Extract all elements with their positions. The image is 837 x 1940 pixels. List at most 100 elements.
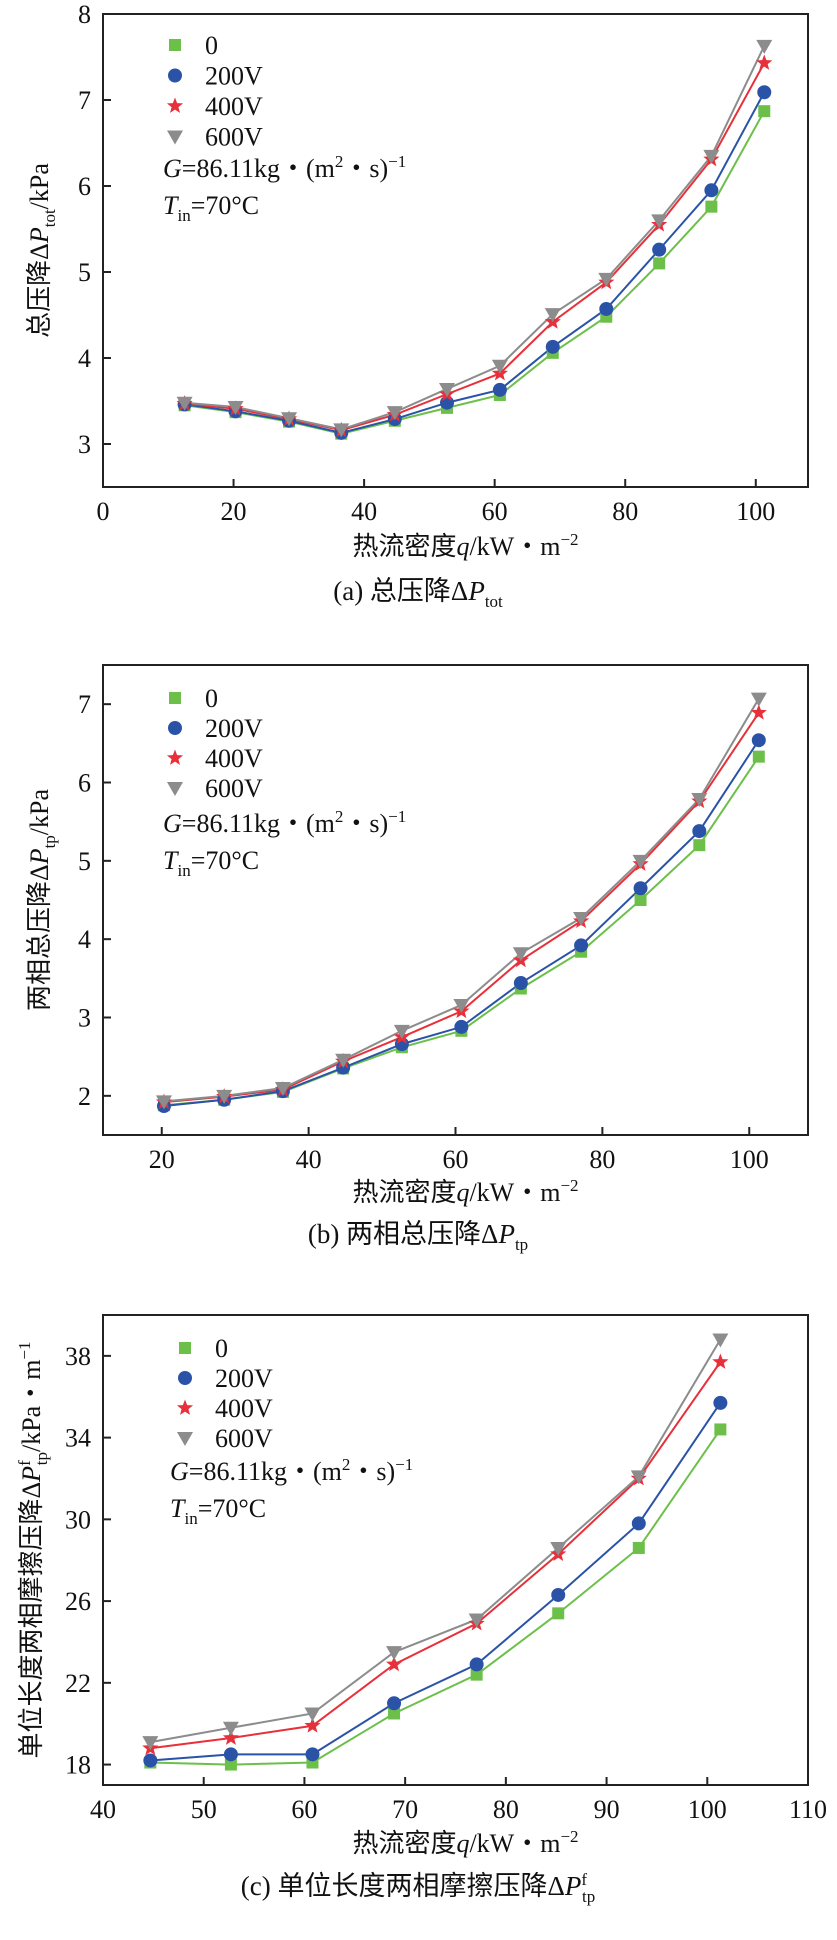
data-point-600V [756, 39, 773, 54]
data-point-600V [632, 854, 649, 869]
data-point-200V [633, 881, 648, 896]
x-tick-label: 80 [612, 497, 638, 526]
chart-panel-a: 0 20 40 60 80 1003456780200V400V600VG=86.11kg… [25, 0, 809, 611]
x-tick-label: 60 [291, 1795, 317, 1824]
data-point-0 [714, 1423, 727, 1436]
data-point-400V [304, 1717, 321, 1733]
x-tick-label: 50 [191, 1795, 217, 1824]
series-line-400V [184, 62, 766, 432]
data-point-200V [545, 339, 560, 354]
x-tick-label: 60 [443, 1145, 469, 1174]
legend-label-400V: 400V [205, 744, 263, 773]
y-tick-label: 34 [65, 1424, 91, 1453]
annotation-mass-flux: G=86.11kg・(m2・s)−1 [163, 152, 406, 183]
data-point-0 [470, 1668, 483, 1681]
data-point-400V [756, 54, 773, 70]
legend-label-200V: 200V [205, 62, 263, 91]
data-point-0 [653, 257, 666, 270]
data-point-0 [705, 200, 718, 213]
y-axis-label: 单位长度两相摩擦压降ΔPftp/kPa・m−1 [15, 1341, 51, 1758]
annotation-mass-flux: G=86.11kg・(m2・s)−1 [163, 807, 406, 838]
x-tick-label: 20 [221, 497, 247, 526]
annotation-inlet-temp: Tin=70°C [163, 846, 259, 880]
y-tick-label: 30 [65, 1505, 91, 1534]
legend-label-400V: 400V [215, 1394, 273, 1423]
data-point-600V [691, 792, 708, 807]
legend-marker-200V [168, 68, 182, 83]
x-tick-label: 100 [688, 1795, 727, 1824]
legend-label-0: 0 [205, 31, 218, 60]
data-point-600V [750, 692, 767, 707]
legend-marker-400V [176, 1399, 194, 1415]
series-line-0 [150, 1428, 722, 1766]
data-point-600V [142, 1736, 159, 1751]
y-tick-label: 26 [65, 1587, 91, 1616]
data-point-600V [491, 359, 508, 374]
y-tick-label: 7 [78, 690, 91, 719]
data-point-400V [222, 1729, 239, 1745]
data-point-600V [712, 1333, 729, 1348]
x-axis-label: 热流密度q/kW・m−2 [352, 1176, 578, 1207]
series-line-600V [184, 45, 766, 431]
legend-label-200V: 200V [215, 1364, 273, 1393]
data-point-200V [757, 85, 772, 100]
data-point-200V [440, 395, 455, 410]
series-line-400V [150, 1361, 722, 1750]
x-tick-label: 60 [482, 497, 508, 526]
legend-label-0: 0 [205, 684, 218, 713]
data-point-200V [652, 242, 667, 257]
y-tick-label: 4 [78, 344, 91, 373]
x-tick-label: 20 [149, 1145, 175, 1174]
data-point-600V [304, 1707, 321, 1722]
x-tick-label: 80 [493, 1795, 519, 1824]
legend-label-200V: 200V [205, 714, 263, 743]
data-point-600V [439, 382, 456, 397]
panel-caption: (b) 两相总压降ΔPtp [308, 1219, 528, 1254]
annotation-inlet-temp: Tin=70°C [163, 191, 259, 225]
legend-marker-400V [166, 749, 184, 765]
data-point-200V [704, 183, 719, 198]
x-tick-label: 40 [90, 1795, 116, 1824]
series-line-200V [184, 91, 766, 434]
data-point-400V [385, 1655, 403, 1672]
y-tick-label: 6 [78, 769, 91, 798]
y-tick-label: 7 [78, 86, 91, 115]
data-point-0 [752, 750, 765, 763]
data-point-600V [176, 396, 193, 411]
data-point-0 [224, 1758, 237, 1771]
x-tick-label: 100 [730, 1145, 769, 1174]
data-point-0 [758, 105, 771, 118]
data-point-0 [634, 894, 647, 906]
data-point-200V [513, 976, 528, 991]
legend-label-600V: 600V [205, 123, 263, 152]
legend-marker-0 [179, 1342, 191, 1354]
x-axis-label: 热流密度q/kW・m−2 [352, 530, 578, 561]
data-point-0 [693, 839, 706, 852]
data-point-600V [703, 149, 720, 164]
legend-marker-0 [169, 692, 181, 704]
series-line-200V [150, 1402, 722, 1762]
data-point-600V [227, 401, 244, 416]
legend-marker-200V [178, 1371, 192, 1385]
x-tick-label: 0 [97, 497, 110, 526]
data-point-0 [632, 1541, 645, 1554]
x-tick-label: 100 [736, 497, 775, 526]
y-tick-label: 3 [78, 1004, 91, 1033]
legend-label-0: 0 [215, 1334, 228, 1363]
data-point-400V [712, 1353, 729, 1369]
legend-marker-600V [167, 782, 183, 796]
legend-marker-200V [168, 721, 182, 735]
x-tick-label: 80 [589, 1145, 615, 1174]
data-point-200V [305, 1747, 320, 1762]
annotation-mass-flux: G=86.11kg・(m2・s)−1 [170, 1455, 413, 1486]
data-point-600V [386, 406, 403, 421]
plot-frame [102, 1314, 809, 1786]
data-point-200V [387, 1696, 402, 1711]
data-point-200V [631, 1516, 646, 1531]
x-axis-label: 热流密度q/kW・m−2 [352, 1827, 578, 1858]
data-point-600V [281, 412, 298, 427]
data-point-200V [692, 824, 707, 839]
data-point-600V [216, 1089, 233, 1104]
y-tick-label: 6 [78, 172, 91, 201]
